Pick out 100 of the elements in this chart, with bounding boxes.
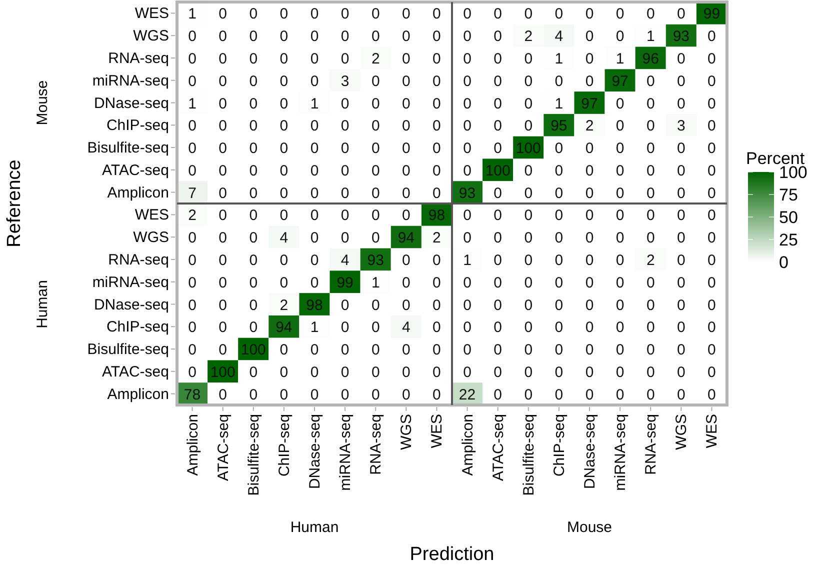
data-label: 0 <box>585 319 594 336</box>
data-label: 0 <box>494 386 502 404</box>
data-label: 0 <box>402 28 410 46</box>
color-bar-label: 50 <box>779 208 798 227</box>
data-label: 0 <box>676 140 686 158</box>
data-label: 0 <box>494 296 502 314</box>
data-label: 0 <box>218 6 228 23</box>
data-label: 0 <box>340 50 350 68</box>
data-label: 0 <box>371 364 380 381</box>
data-label: 0 <box>676 162 686 180</box>
data-label: 0 <box>646 140 655 158</box>
x-tick-label: ATAC-seq <box>214 414 232 481</box>
color-bar-label: 25 <box>779 230 798 250</box>
data-label: 0 <box>218 252 228 269</box>
data-label: 22 <box>458 386 476 404</box>
data-label: 0 <box>310 230 319 247</box>
data-label: 0 <box>646 118 655 135</box>
x-tick-label: ChIP-seq <box>550 414 568 477</box>
data-label: 0 <box>432 50 441 68</box>
data-label: 2 <box>188 207 196 224</box>
data-label: 0 <box>371 342 380 359</box>
data-label: 0 <box>432 118 441 135</box>
x-tick-label: miRNA-seq <box>337 414 354 491</box>
data-label: 0 <box>280 162 288 180</box>
data-label: 0 <box>708 162 716 180</box>
data-label: 0 <box>310 72 319 90</box>
data-label: 0 <box>340 118 350 135</box>
data-label: 93 <box>672 28 690 46</box>
data-label: 0 <box>616 95 624 112</box>
x-tick-label: RNA-seq <box>368 414 385 475</box>
x-tick-label: Bisulfite-seq <box>245 414 262 496</box>
data-label: 0 <box>708 230 716 247</box>
x-tick-label: ATAC-seq <box>490 414 507 481</box>
data-label: 0 <box>188 252 196 269</box>
data-label: 0 <box>646 207 655 224</box>
data-label: 0 <box>402 207 410 224</box>
data-label: 0 <box>432 296 441 314</box>
data-label: 0 <box>463 207 472 224</box>
data-label: 0 <box>340 207 350 224</box>
data-label: 0 <box>249 364 258 381</box>
data-label: 0 <box>402 364 410 381</box>
data-label: 0 <box>463 319 472 336</box>
data-label: 0 <box>585 207 594 224</box>
y-tick-label: ChIP-seq <box>106 117 169 134</box>
data-label: 0 <box>616 140 624 158</box>
y-tick-label: miRNA-seq <box>92 274 169 291</box>
data-label: 0 <box>463 296 472 314</box>
x-tick-label: Amplicon <box>459 414 476 476</box>
data-label: 2 <box>432 230 441 247</box>
data-label: 0 <box>676 319 686 336</box>
data-label: 1 <box>188 6 196 23</box>
data-label: 0 <box>402 50 410 68</box>
data-label: 0 <box>554 184 564 202</box>
data-label: 0 <box>708 184 716 202</box>
data-label: 0 <box>616 319 624 336</box>
data-label: 0 <box>218 386 228 404</box>
data-label: 0 <box>371 6 380 23</box>
data-label: 0 <box>708 386 716 404</box>
data-label: 0 <box>280 252 288 269</box>
data-label: 0 <box>494 28 502 46</box>
data-label: 0 <box>708 50 716 68</box>
data-label: 0 <box>218 319 228 336</box>
data-label: 0 <box>676 342 686 359</box>
data-label: 0 <box>554 6 564 23</box>
data-label: 0 <box>524 72 533 90</box>
data-label: 0 <box>310 274 319 292</box>
data-label: 0 <box>554 364 564 381</box>
data-label: 0 <box>494 230 502 247</box>
data-label: 0 <box>463 28 472 46</box>
data-label: 0 <box>554 252 564 269</box>
data-label: 0 <box>585 50 594 68</box>
data-label: 0 <box>249 28 258 46</box>
data-label: 0 <box>218 296 228 314</box>
data-label: 95 <box>550 118 568 135</box>
data-label: 0 <box>616 252 624 269</box>
data-label: 0 <box>524 207 533 224</box>
data-label: 0 <box>616 230 624 247</box>
data-label: 0 <box>371 95 380 112</box>
data-label: 94 <box>398 230 415 247</box>
data-label: 0 <box>371 319 380 336</box>
data-label: 0 <box>249 184 258 202</box>
data-label: 0 <box>554 296 564 314</box>
data-label: 0 <box>708 28 716 46</box>
data-label: 0 <box>188 118 196 135</box>
data-label: 0 <box>280 342 288 359</box>
data-label: 0 <box>371 184 380 202</box>
data-label: 0 <box>494 207 502 224</box>
data-label: 0 <box>310 252 319 269</box>
data-label: 0 <box>676 364 686 381</box>
data-label: 97 <box>581 95 598 112</box>
data-label: 1 <box>310 319 319 336</box>
data-label: 0 <box>340 319 350 336</box>
text: Human <box>290 519 339 536</box>
data-label: 0 <box>585 230 594 247</box>
data-label: 0 <box>218 274 228 292</box>
data-label: 0 <box>554 72 564 90</box>
data-label: 0 <box>708 274 716 292</box>
data-label: 0 <box>340 95 350 112</box>
x-tick-label: WES <box>704 414 721 448</box>
data-label: 2 <box>371 50 380 68</box>
